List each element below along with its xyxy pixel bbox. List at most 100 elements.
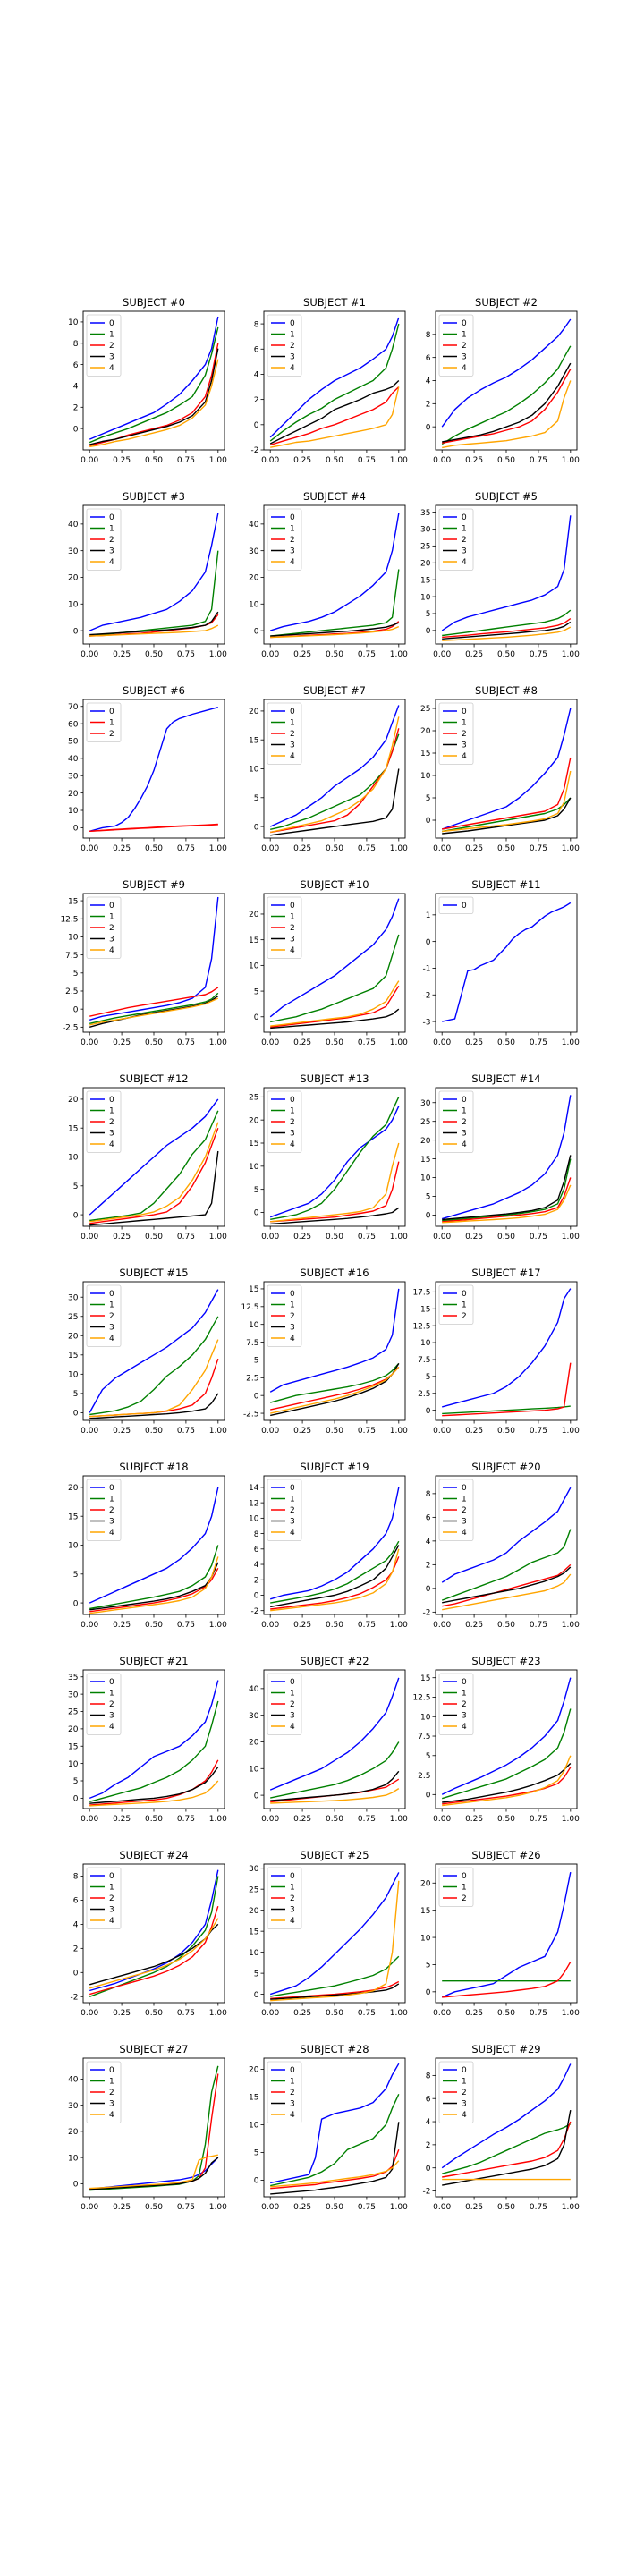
legend-label: 2: [290, 1312, 295, 1321]
legend-label: 1: [109, 1107, 114, 1116]
y-tick-label: -2: [423, 2188, 431, 2197]
x-tick-label: 0.00: [261, 1427, 279, 1436]
legend-label: 2: [462, 1894, 467, 1903]
series-line-1: [89, 992, 219, 1024]
x-tick-label: 1.00: [209, 844, 227, 853]
series-line-1: [89, 1700, 219, 1802]
y-tick-label: 5: [73, 1777, 79, 1786]
y-tick-label: 40: [68, 2076, 79, 2085]
subplot-title: SUBJECT #11: [471, 878, 540, 891]
x-tick-label: 0.00: [261, 2203, 279, 2212]
y-tick-label: 15: [68, 1124, 78, 1133]
legend-label: 4: [109, 1335, 114, 1343]
x-tick-label: 0.00: [433, 456, 451, 465]
series-line-0: [269, 1872, 400, 1996]
x-tick-label: 0.25: [293, 1038, 311, 1047]
legend-label: 3: [290, 741, 295, 750]
subplot-title: SUBJECT #5: [475, 490, 538, 503]
x-tick-label: 1.00: [390, 456, 408, 465]
y-tick-label: 0: [254, 1209, 259, 1218]
y-tick-label: 15: [68, 1742, 78, 1751]
legend-label: 0: [109, 513, 114, 522]
legend-label: 0: [290, 708, 295, 716]
legend-label: 3: [109, 1324, 114, 1333]
legend-label: 4: [290, 364, 295, 373]
subplot-20: SUBJECT #20 0.00 0.25 0.50 0.75 1.00 -2 0 2 4 6 8 0 1…: [423, 1461, 580, 1630]
subplot-7: SUBJECT #7 0.00 0.25 0.50 0.75 1.00 0 5 10 15 20 0 1…: [249, 684, 408, 853]
y-tick-label: 20: [68, 1332, 79, 1341]
x-tick-label: 0.00: [433, 650, 451, 659]
series-line-0: [442, 1095, 572, 1220]
series-line-3: [442, 1155, 572, 1221]
y-tick-label: 5: [426, 610, 431, 619]
x-tick-label: 0.50: [326, 1233, 343, 1241]
subplot-9: SUBJECT #9 0.00 0.25 0.50 0.75 1.00 -2.5 0 2.5 5 7…: [60, 878, 227, 1047]
series-line-0: [270, 2063, 400, 2184]
y-tick-label: 10: [249, 962, 259, 971]
subplot-title: SUBJECT #7: [303, 684, 366, 697]
subplot-title: SUBJECT #0: [123, 296, 185, 309]
y-tick-label: 10: [68, 1760, 79, 1769]
legend-label: 2: [109, 1506, 114, 1515]
x-tick-label: 0.75: [177, 1038, 195, 1047]
legend-label: 1: [462, 525, 467, 534]
y-tick-label: 20: [420, 559, 431, 568]
y-tick-label: 25: [249, 1885, 258, 1894]
legend-label: 2: [290, 730, 295, 739]
series-line-3: [89, 996, 219, 1028]
legend-label: 1: [290, 331, 295, 340]
series-line-3: [442, 1566, 572, 1604]
legend-label: 3: [290, 1518, 295, 1527]
y-tick-label: 15: [249, 736, 258, 745]
series-line-0: [269, 1106, 400, 1218]
legend-label: 1: [462, 719, 467, 728]
series-line-4: [442, 770, 572, 833]
series-line-2: [442, 2121, 572, 2178]
y-tick-label: 30: [249, 547, 259, 556]
x-tick-label: 0.25: [293, 1815, 311, 1824]
y-tick-label: 8: [254, 320, 259, 329]
y-tick-label: 10: [68, 934, 79, 943]
y-tick-label: 0: [254, 823, 259, 832]
subplot-29: SUBJECT #29 0.00 0.25 0.50 0.75 1.00 -2 0 2 4 6 8 0 1…: [423, 2043, 580, 2212]
y-tick-label: 15: [249, 936, 258, 945]
x-tick-label: 0.50: [326, 1427, 343, 1436]
subplot-title: SUBJECT #28: [300, 2043, 369, 2055]
x-tick-label: 0.50: [326, 2009, 343, 2018]
x-tick-label: 0.00: [80, 1038, 98, 1047]
x-tick-label: 0.25: [113, 650, 131, 659]
y-tick-label: 2: [254, 396, 259, 405]
x-tick-label: 1.00: [390, 844, 408, 853]
x-tick-label: 0.25: [113, 1427, 131, 1436]
x-tick-label: 0.25: [465, 456, 483, 465]
y-tick-label: 0: [426, 1407, 431, 1416]
subplot-3: SUBJECT #3 0.00 0.25 0.50 0.75 1.00 0 10 20 30 40 0…: [68, 490, 227, 659]
legend-label: 2: [462, 1312, 467, 1321]
y-tick-label: 12.5: [412, 1694, 430, 1703]
x-tick-label: 0.75: [177, 456, 195, 465]
legend-label: 2: [109, 1700, 114, 1709]
series-line-1: [270, 1097, 400, 1220]
x-tick-label: 0.00: [433, 1038, 451, 1047]
subplot-title: SUBJECT #27: [119, 2043, 188, 2055]
y-tick-label: 50: [68, 738, 79, 747]
y-tick-label: 20: [68, 2128, 79, 2137]
y-tick-label: 40: [249, 1685, 259, 1694]
series-line-4: [270, 386, 400, 448]
x-tick-label: 0.50: [497, 1621, 515, 1630]
subplot-title: SUBJECT #29: [471, 2043, 540, 2055]
x-tick-label: 0.50: [497, 2009, 515, 2018]
series-line-4: [442, 380, 572, 449]
legend-label: 3: [462, 547, 467, 556]
y-tick-label: 6: [254, 1546, 259, 1555]
y-tick-label: 15: [420, 1674, 430, 1683]
legend-label: 0: [109, 1872, 114, 1881]
subplot-title: SUBJECT #14: [471, 1072, 540, 1085]
y-tick-label: 10: [68, 807, 79, 816]
y-tick-label: 20: [249, 574, 259, 583]
series-line-1: [89, 326, 219, 444]
subplot-16: SUBJECT #16 0.00 0.25 0.50 0.75 1.00 -2.5 0 2.5 5…: [241, 1267, 408, 1436]
x-tick-label: 0.75: [530, 2009, 547, 2018]
y-tick-label: 0: [254, 1592, 259, 1601]
legend-label: 1: [109, 1496, 114, 1504]
